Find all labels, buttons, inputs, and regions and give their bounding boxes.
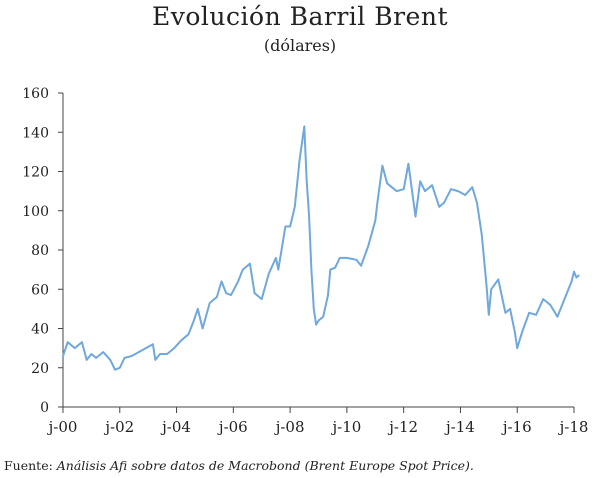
chart-title: Evolución Barril Brent [152, 2, 448, 31]
x-tick-label: j-10 [330, 418, 361, 436]
x-tick-label: j-14 [444, 418, 475, 436]
chart-subtitle: (dólares) [263, 36, 337, 55]
x-tick-label: j-08 [274, 418, 305, 436]
x-tick-label: j-18 [558, 418, 589, 436]
y-tick-label: 100 [22, 204, 49, 220]
source-note: Fuente: Análisis Afi sobre datos de Macr… [4, 458, 474, 473]
x-tick-label: j-00 [47, 418, 78, 436]
y-tick-label: 120 [22, 165, 49, 181]
y-tick-label: 40 [31, 322, 49, 338]
x-tick-label: j-06 [217, 418, 248, 436]
x-tick-label: j-02 [103, 418, 134, 436]
y-tick-label: 60 [31, 282, 49, 298]
brent-price-series-line [62, 125, 580, 371]
y-tick-label: 160 [22, 86, 49, 102]
y-tick-label: 140 [22, 125, 49, 141]
y-tick-label: 0 [40, 400, 49, 416]
source-prefix: Fuente: [4, 458, 57, 473]
source-text: Análisis Afi sobre datos de Macrobond (B… [56, 458, 474, 473]
y-tick-label: 20 [31, 361, 49, 377]
y-tick-label: 80 [31, 243, 49, 259]
x-tick-label: j-04 [160, 418, 191, 436]
x-tick-label: j-12 [387, 418, 418, 436]
x-tick-label: j-16 [501, 418, 532, 436]
